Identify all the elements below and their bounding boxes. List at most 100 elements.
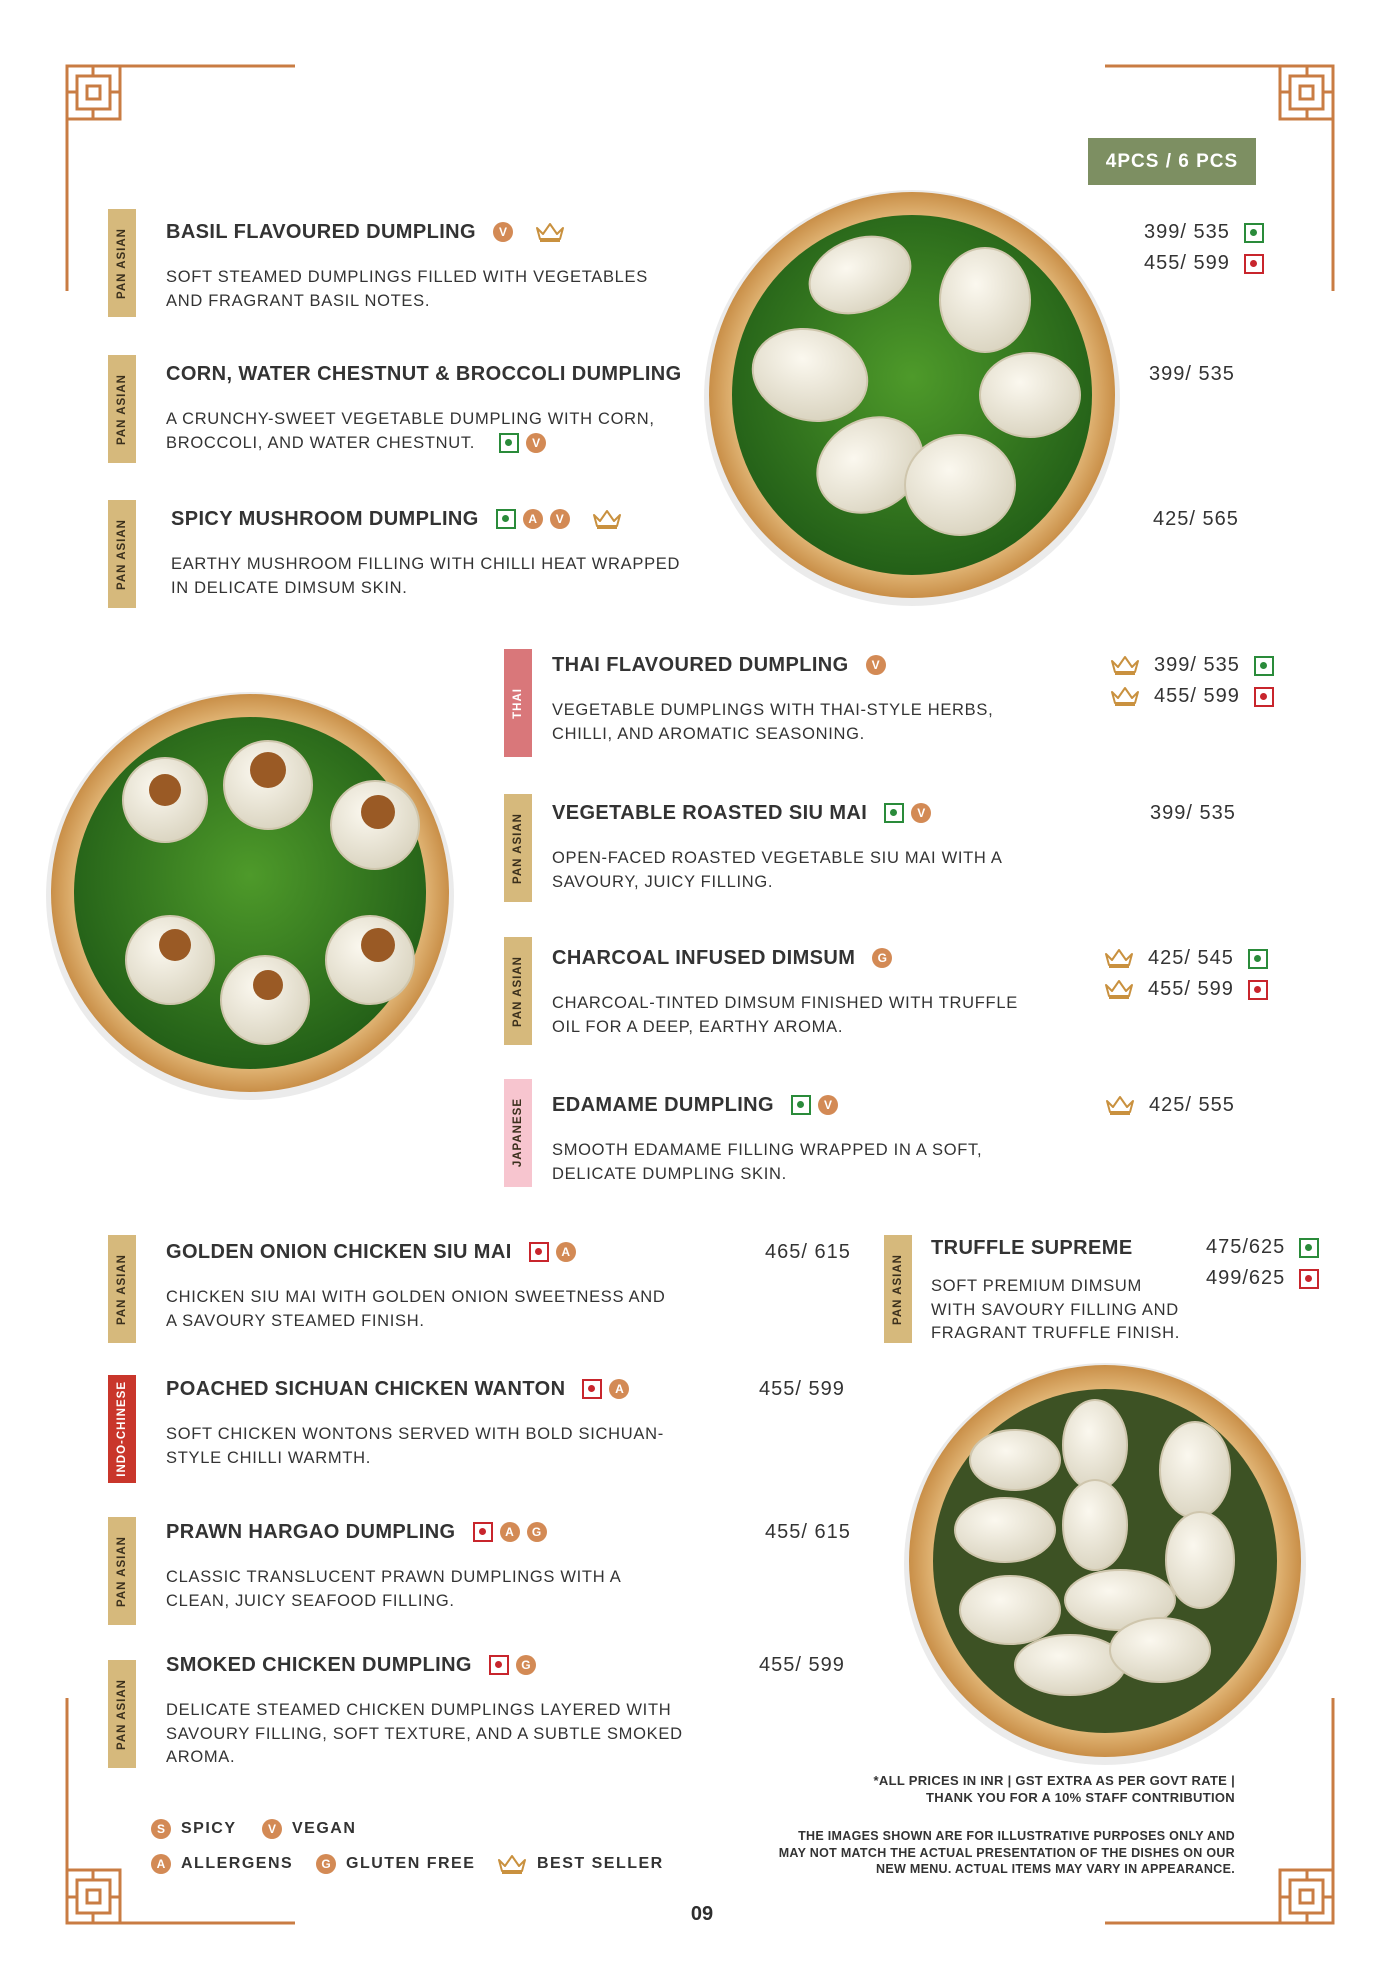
- dish-description: SOFT PREMIUM DIMSUM WITH SAVOURY FILLING …: [931, 1275, 1180, 1346]
- note-line: MAY NOT MATCH THE ACTUAL PRESENTATION OF…: [778, 1845, 1235, 1860]
- veg-icon: [1247, 948, 1268, 969]
- description-row: SAVOURY, JUICY FILLING.: [552, 871, 1003, 895]
- price: 465/ 615: [765, 1241, 851, 1263]
- price-row: 399/ 535: [1144, 217, 1264, 248]
- diet-badge: A: [555, 1242, 576, 1262]
- price-header: 4PCS / 6 PCS: [1088, 138, 1256, 185]
- dish-name: VEGETABLE ROASTED SIU MAI: [552, 801, 868, 824]
- price: 455/ 599: [1144, 252, 1230, 274]
- veg-icon: [495, 509, 516, 529]
- category-tag: JAPANESE: [504, 1079, 532, 1187]
- note-line: THANK YOU FOR A 10% STAFF CONTRIBUTION: [926, 1790, 1235, 1805]
- category-label: PAN ASIAN: [512, 955, 524, 1027]
- description-row: CHARCOAL-TINTED DIMSUM FINISHED WITH TRU…: [552, 992, 1018, 1016]
- price: 425/ 565: [1153, 508, 1239, 530]
- description-line: SOFT STEAMED DUMPLINGS FILLED WITH VEGET…: [166, 268, 648, 286]
- description-row: OPEN-FACED ROASTED VEGETABLE SIU MAI WIT…: [552, 847, 1003, 871]
- price-row: 465/ 615: [765, 1237, 851, 1268]
- description-row: CLASSIC TRANSLUCENT PRAWN DUMPLINGS WITH…: [166, 1566, 621, 1590]
- non-veg-icon: [1253, 686, 1274, 707]
- dish-name: EDAMAME DUMPLING: [552, 1093, 774, 1116]
- diet-badge: V: [817, 1095, 838, 1115]
- dish-description: A CRUNCHY-SWEET VEGETABLE DUMPLING WITH …: [166, 408, 655, 455]
- diet-badge: V: [492, 222, 513, 242]
- price: 425/ 555: [1149, 1094, 1235, 1116]
- veg-icon: [1253, 655, 1274, 676]
- price: 399/ 535: [1144, 221, 1230, 243]
- description-row: OIL FOR A DEEP, EARTHY AROMA.: [552, 1016, 1018, 1040]
- price-block: 425/ 555: [1106, 1090, 1235, 1121]
- category-tag: THAI: [504, 649, 532, 757]
- non-veg-icon: [582, 1379, 603, 1399]
- description-row: A CRUNCHY-SWEET VEGETABLE DUMPLING WITH …: [166, 408, 655, 432]
- dish-name: POACHED SICHUAN CHICKEN WANTON: [166, 1377, 566, 1400]
- price-block: 425/ 545 455/ 599: [1105, 943, 1268, 1005]
- category-tag: PAN ASIAN: [504, 937, 532, 1045]
- description-line: DELICATE DUMPLING SKIN.: [552, 1164, 787, 1183]
- price-row: 425/ 545: [1105, 943, 1268, 974]
- price: 425/ 545: [1148, 947, 1234, 969]
- legend-symbol: S: [151, 1819, 171, 1839]
- category-tag: PAN ASIAN: [108, 1235, 136, 1343]
- legend-symbol: G: [316, 1854, 336, 1874]
- legend-item: V VEGAN: [262, 1819, 356, 1839]
- description-line: SAVOURY, JUICY FILLING.: [552, 872, 774, 891]
- non-veg-icon: [1247, 979, 1268, 1000]
- price-row: 425/ 565: [1153, 504, 1239, 535]
- veg-icon: [1243, 222, 1264, 243]
- price: 399/ 535: [1154, 654, 1240, 676]
- description-line: SOFT CHICKEN WONTONS SERVED WITH BOLD SI…: [166, 1425, 664, 1443]
- description-row: DELICATE STEAMED CHICKEN DUMPLINGS LAYER…: [166, 1699, 683, 1723]
- price: 455/ 599: [759, 1378, 845, 1400]
- dish-name: PRAWN HARGAO DUMPLING: [166, 1520, 456, 1543]
- dish-name: CHARCOAL INFUSED DIMSUM: [552, 946, 856, 969]
- legend-item: A ALLERGENS: [151, 1854, 293, 1874]
- category-label: THAI: [512, 687, 524, 719]
- non-veg-icon: [488, 1655, 509, 1675]
- veg-icon: [499, 433, 520, 454]
- diet-badge: V: [549, 509, 570, 529]
- veg-icon: [790, 1095, 811, 1115]
- dish-row: SMOKED CHICKEN DUMPLING G: [166, 1652, 536, 1678]
- dish-description: SMOOTH EDAMAME FILLING WRAPPED IN A SOFT…: [552, 1139, 982, 1186]
- category-label: PAN ASIAN: [892, 1253, 904, 1325]
- diet-badge: G: [515, 1655, 536, 1675]
- description-line: WITH SAVOURY FILLING AND: [931, 1300, 1179, 1319]
- dish-row: POACHED SICHUAN CHICKEN WANTON A: [166, 1376, 630, 1402]
- price: 399/ 535: [1150, 802, 1236, 824]
- diet-badge: G: [872, 948, 893, 968]
- price-block: 465/ 615: [765, 1237, 851, 1268]
- dish-row: BASIL FLAVOURED DUMPLING V: [166, 219, 565, 245]
- description-line: STYLE CHILLI WARMTH.: [166, 1448, 371, 1467]
- price-row: 455/ 615: [765, 1517, 851, 1548]
- dish-row: CHARCOAL INFUSED DIMSUM G: [552, 945, 893, 971]
- description-row: CHILLI, AND AROMATIC SEASONING.: [552, 723, 993, 747]
- legend-label: SPICY: [181, 1820, 237, 1837]
- description-line: CHILLI, AND AROMATIC SEASONING.: [552, 724, 865, 743]
- description-line: DELICATE STEAMED CHICKEN DUMPLINGS LAYER…: [166, 1701, 672, 1719]
- diet-badge: V: [526, 433, 547, 454]
- price-block: 425/ 565: [1153, 504, 1239, 535]
- dish-description: CHARCOAL-TINTED DIMSUM FINISHED WITH TRU…: [552, 992, 1018, 1039]
- dish-description: VEGETABLE DUMPLINGS WITH THAI-STYLE HERB…: [552, 699, 993, 746]
- dish-name: BASIL FLAVOURED DUMPLING: [166, 220, 476, 243]
- diet-badge: V: [865, 655, 886, 675]
- price: 499/625: [1206, 1267, 1286, 1289]
- dumpling-photo-1: [704, 190, 1120, 606]
- price-block: 399/ 535 455/ 599: [1111, 650, 1274, 712]
- veg-icon: [884, 803, 905, 823]
- dish-name: GOLDEN ONION CHICKEN SIU MAI: [166, 1240, 512, 1263]
- description-row: AND FRAGRANT BASIL NOTES.: [166, 290, 648, 314]
- non-veg-icon: [1243, 253, 1264, 274]
- diet-badge: G: [526, 1522, 547, 1542]
- price-block: 455/ 599: [759, 1374, 845, 1405]
- price-row: 455/ 599: [1111, 681, 1274, 712]
- description-line: A CRUNCHY-SWEET VEGETABLE DUMPLING WITH …: [166, 410, 655, 428]
- price-row: 455/ 599: [1144, 248, 1264, 279]
- description-line: IN DELICATE DIMSUM SKIN.: [171, 578, 408, 597]
- description-line: BROCCOLI, AND WATER CHESTNUT.: [166, 433, 476, 452]
- note: THE IMAGES SHOWN ARE FOR ILLUSTRATIVE PU…: [779, 1828, 1235, 1878]
- dish-name: SPICY MUSHROOM DUMPLING: [171, 507, 479, 530]
- description-row: VEGETABLE DUMPLINGS WITH THAI-STYLE HERB…: [552, 699, 993, 723]
